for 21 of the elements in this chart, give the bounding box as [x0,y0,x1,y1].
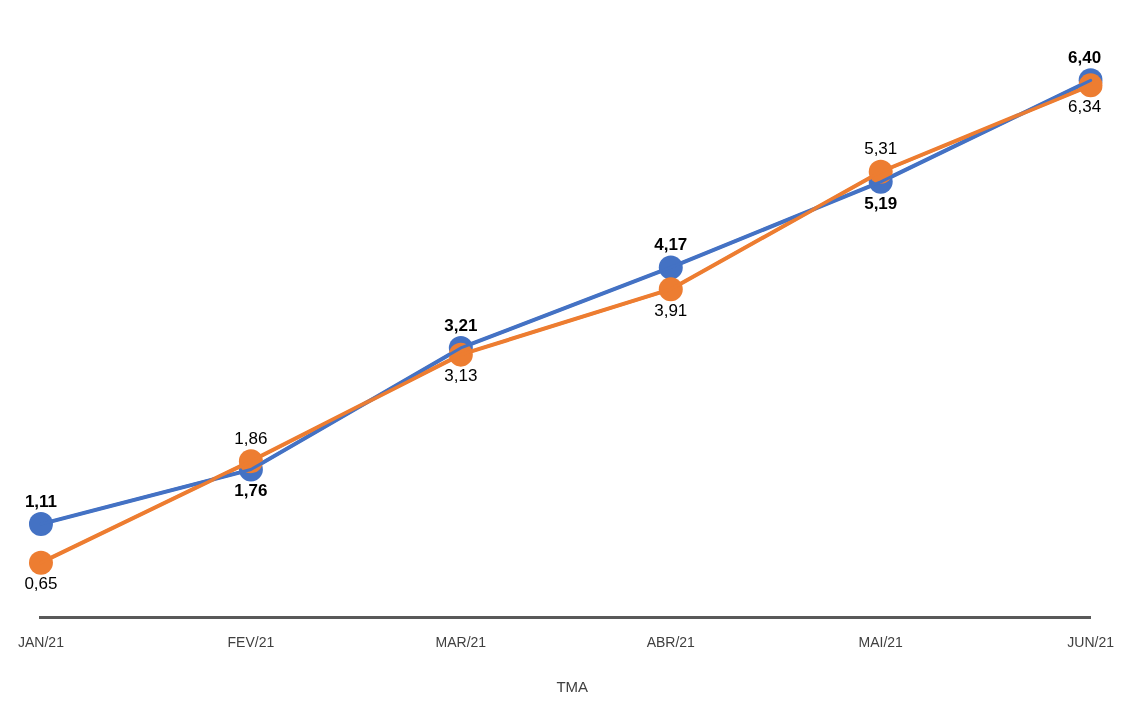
data-label: 1,86 [234,428,268,448]
data-label: 3,91 [654,300,688,320]
x-tick-label: JUN/21 [1067,634,1115,651]
x-tick-label: MAR/21 [435,634,487,651]
data-label: 0,65 [24,574,58,594]
data-label: 5,19 [864,193,898,213]
text: TMA [556,677,589,695]
x-tick-label: JAN/21 [17,634,65,651]
point [28,512,53,537]
data-label: 6,34 [1068,97,1102,117]
data-label: 1,76 [234,481,268,501]
data-label: 6,40 [1068,48,1102,68]
x-tick-label: MAI/21 [858,634,904,651]
data-label: 4,17 [654,235,688,255]
x-tick-label: FEV/21 [227,634,275,651]
x-tick-label: ABR/21 [646,634,696,651]
data-label: 3,13 [444,366,478,386]
data-label: 3,21 [444,315,478,335]
data-label: 5,31 [864,139,898,159]
point [28,550,53,575]
data-label: 1,11 [24,491,58,511]
